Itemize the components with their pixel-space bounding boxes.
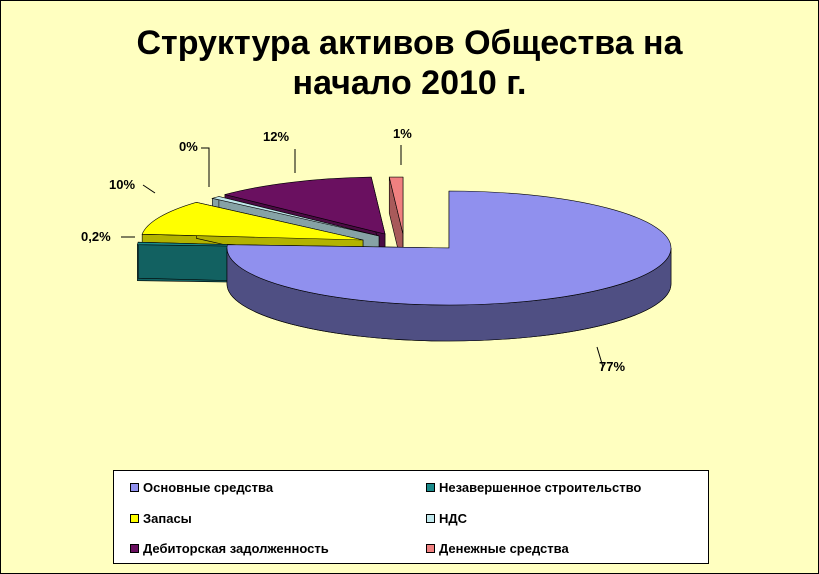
legend-item-cash: Денежные средства [426, 541, 569, 556]
chart-legend: Основные средства Незавершенное строител… [113, 470, 709, 564]
legend-item-inventory: Запасы [130, 511, 192, 526]
legend-swatch [130, 483, 139, 492]
legend-swatch [426, 483, 435, 492]
data-label: 0% [179, 139, 198, 154]
legend-swatch [426, 514, 435, 523]
data-label: 12% [263, 129, 289, 144]
chart-title: Структура активов Общества на начало 201… [136, 24, 683, 102]
data-label: 0,2% [81, 229, 111, 244]
legend-label: Незавершенное строительство [439, 480, 642, 495]
legend-label: Дебиторская задолженность [143, 541, 329, 556]
legend-item-fixed-assets: Основные средства [130, 480, 273, 495]
legend-label: Денежные средства [439, 541, 569, 556]
leader-line [201, 147, 210, 187]
data-label: 1% [393, 126, 412, 141]
legend-label: Запасы [143, 511, 192, 526]
leader-line [142, 184, 156, 194]
legend-swatch [130, 514, 139, 523]
legend-item-vat: НДС [426, 511, 467, 526]
legend-label: НДС [439, 511, 468, 526]
legend-item-construction: Незавершенное строительство [426, 480, 641, 495]
data-label: 10% [109, 177, 135, 192]
legend-swatch [426, 544, 435, 553]
legend-item-receivables: Дебиторская задолженность [130, 541, 329, 556]
legend-swatch [130, 544, 139, 553]
legend-label: Основные средства [143, 480, 274, 495]
data-label: 77% [599, 359, 625, 374]
leader-line [596, 346, 604, 368]
pie-slice [226, 190, 672, 342]
pie-slice [388, 176, 404, 271]
